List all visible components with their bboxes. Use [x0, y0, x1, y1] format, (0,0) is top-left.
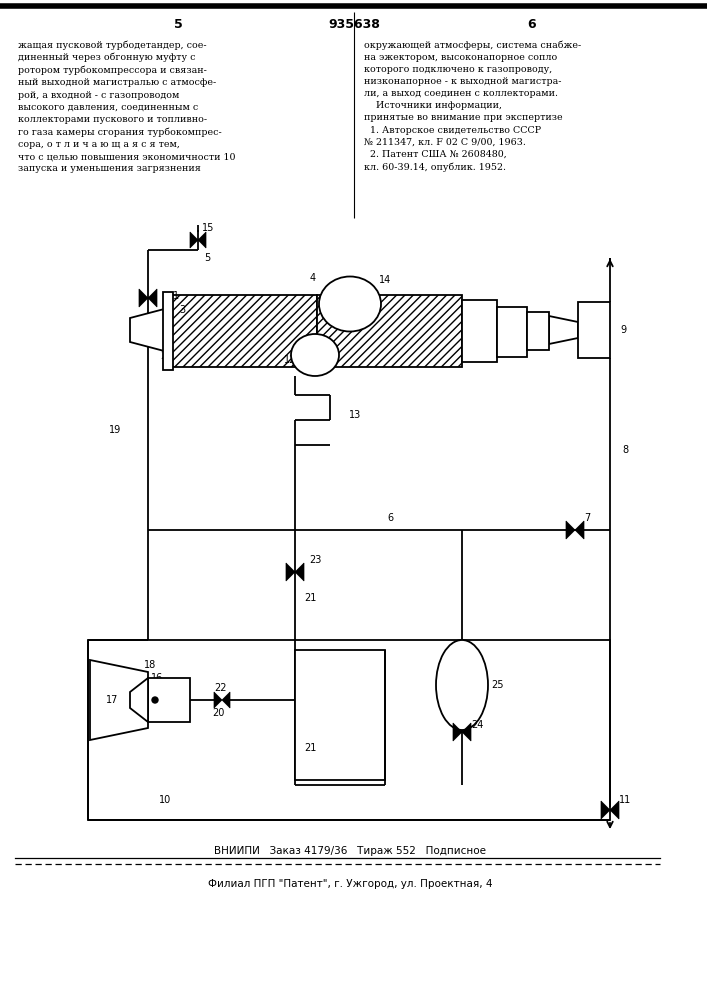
Bar [295, 650, 385, 780]
Text: 25: 25 [492, 680, 504, 690]
Polygon shape [453, 723, 462, 741]
Bar [497, 307, 527, 357]
Bar [148, 678, 190, 722]
Text: 6: 6 [527, 18, 537, 31]
Text: 8: 8 [622, 445, 628, 455]
Text: 20: 20 [212, 708, 224, 718]
Text: 16: 16 [151, 673, 163, 683]
Polygon shape [462, 723, 471, 741]
Polygon shape [198, 232, 206, 248]
Bar [462, 300, 497, 362]
Polygon shape [148, 289, 157, 307]
Text: 19: 19 [109, 425, 121, 435]
Polygon shape [139, 289, 148, 307]
Text: 14: 14 [379, 275, 391, 285]
Text: 5: 5 [174, 18, 182, 31]
Polygon shape [222, 692, 230, 708]
Text: 12: 12 [284, 355, 296, 365]
Text: 24: 24 [471, 720, 483, 730]
Text: 1: 1 [173, 291, 179, 301]
Polygon shape [566, 521, 575, 539]
Text: 17: 17 [106, 695, 118, 705]
Ellipse shape [436, 640, 488, 730]
Text: 3: 3 [179, 305, 185, 315]
Bar [172, 295, 317, 367]
Bar [163, 292, 173, 370]
Bar [578, 302, 610, 358]
Ellipse shape [319, 276, 381, 332]
Polygon shape [90, 660, 148, 740]
Polygon shape [610, 801, 619, 819]
Text: 23: 23 [309, 555, 321, 565]
Text: ВНИИПИ   Заказ 4179/36   Тираж 552   Подписное: ВНИИПИ Заказ 4179/36 Тираж 552 Подписное [214, 846, 486, 856]
Polygon shape [130, 308, 168, 352]
Text: 9: 9 [620, 325, 626, 335]
Text: 11: 11 [619, 795, 631, 805]
Text: жащая пусковой турбодетандер, сое-
диненный через обгонную муфту с
ротором турбо: жащая пусковой турбодетандер, сое- динен… [18, 40, 235, 173]
Polygon shape [295, 563, 304, 581]
Text: 935638: 935638 [328, 18, 380, 31]
Polygon shape [549, 316, 578, 344]
Text: 21: 21 [304, 593, 316, 603]
Text: 22: 22 [215, 683, 227, 693]
Text: 10: 10 [159, 795, 171, 805]
Polygon shape [286, 563, 295, 581]
Ellipse shape [291, 334, 339, 376]
Text: 2: 2 [160, 351, 166, 361]
Text: 13: 13 [349, 410, 361, 420]
Polygon shape [601, 801, 610, 819]
Text: 15: 15 [201, 223, 214, 233]
Text: 7: 7 [584, 513, 590, 523]
Text: 5: 5 [204, 253, 210, 263]
Text: 4: 4 [310, 273, 316, 283]
Text: окружающей атмосферы, система снабже-
на эжектором, высоконапорное сопло
которог: окружающей атмосферы, система снабже- на… [364, 40, 581, 172]
Bar [88, 640, 610, 820]
Text: 6: 6 [387, 513, 393, 523]
Polygon shape [130, 678, 148, 722]
Text: 21: 21 [304, 743, 316, 753]
Circle shape [152, 697, 158, 703]
Polygon shape [214, 692, 222, 708]
Bar [527, 312, 549, 350]
Bar [317, 295, 462, 367]
Polygon shape [575, 521, 584, 539]
Text: 18: 18 [144, 660, 156, 670]
Polygon shape [190, 232, 198, 248]
Text: Филиал ПГП "Патент", г. Ужгород, ул. Проектная, 4: Филиал ПГП "Патент", г. Ужгород, ул. Про… [208, 879, 492, 889]
